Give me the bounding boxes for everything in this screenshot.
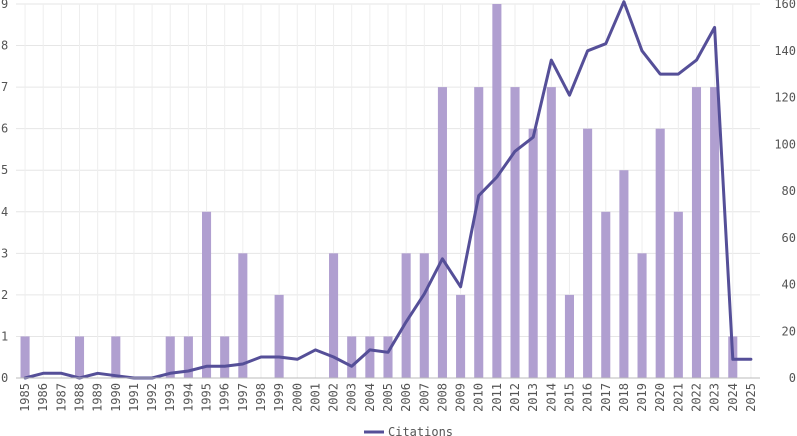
x-tick-label: 1987: [54, 383, 68, 412]
y-left-tick-label: 7: [1, 80, 8, 94]
y-right-tick-label: 160: [774, 0, 796, 11]
bar-2006: [401, 253, 411, 378]
y-left-tick-label: 6: [1, 122, 8, 136]
bar-2020: [655, 128, 665, 378]
bar-2023: [710, 87, 720, 378]
x-tick-label: 2008: [435, 383, 449, 412]
bar-2011: [492, 4, 502, 378]
y-right-tick-label: 100: [774, 137, 796, 151]
bar-2012: [510, 87, 520, 378]
x-tick-label: 1991: [127, 383, 141, 412]
bar-2013: [528, 128, 538, 378]
y-right-tick-label: 20: [782, 324, 796, 338]
y-left-tick-label: 9: [1, 0, 8, 11]
bar-1993: [165, 336, 175, 378]
x-tick-label: 2021: [671, 383, 685, 412]
y-right-tick-label: 80: [782, 184, 796, 198]
x-tick-label: 2003: [345, 383, 359, 412]
x-tick-label: 2016: [581, 383, 595, 412]
x-tick-label: 2019: [635, 383, 649, 412]
x-tick-label: 2020: [653, 383, 667, 412]
x-tick-label: 2004: [363, 383, 377, 412]
bar-1999: [274, 294, 284, 378]
x-tick-label: 2005: [381, 383, 395, 412]
x-tick-label: 2011: [490, 383, 504, 412]
bar-2005: [383, 336, 393, 378]
x-tick-label: 1988: [73, 383, 87, 412]
x-tick-label: 2007: [417, 383, 431, 412]
bar-2022: [691, 87, 702, 378]
bar-2014: [546, 87, 556, 378]
x-tick-label: 2024: [726, 383, 740, 412]
x-tick-label: 2025: [744, 383, 758, 412]
bar-1985: [20, 336, 30, 378]
bar-1988: [74, 336, 85, 378]
x-tick-label: 1997: [236, 383, 250, 412]
x-tick-label: 2023: [708, 383, 722, 412]
x-tick-label: 2015: [562, 383, 576, 412]
x-tick-label: 1992: [145, 383, 159, 412]
bar-1995: [202, 211, 212, 378]
x-tick-label: 1998: [254, 383, 268, 412]
x-tick-label: 1999: [272, 383, 286, 412]
y-left-tick-label: 2: [1, 288, 8, 302]
x-tick-label: 1995: [200, 383, 214, 412]
bar-2010: [474, 87, 484, 378]
bar-2019: [637, 253, 647, 378]
x-tick-label: 2012: [508, 383, 522, 412]
x-tick-label: 1986: [36, 383, 50, 412]
x-tick-label: 2017: [599, 383, 613, 412]
x-tick-label: 2013: [526, 383, 540, 412]
bar-2015: [564, 294, 574, 378]
bar-1994: [183, 336, 193, 378]
y-left-tick-label: 5: [1, 163, 8, 177]
y-right-tick-label: 60: [782, 231, 796, 245]
bar-2018: [619, 170, 629, 378]
y-left-tick-label: 4: [1, 205, 8, 219]
x-tick-label: 2006: [399, 383, 413, 412]
x-tick-label: 2018: [617, 383, 631, 412]
x-tick-label: 2010: [472, 383, 486, 412]
x-tick-label: 2001: [308, 383, 322, 412]
y-right-tick-label: 140: [774, 44, 796, 58]
bar-1997: [238, 253, 248, 378]
bar-2002: [329, 253, 339, 378]
y-left-tick-label: 3: [1, 246, 8, 260]
axes: 0 1 2 3 4 5 6 7 8 9 0 20 40 60 80 100 120 140 160 1985 1986 1…: [1, 0, 796, 412]
bar-series-publications: [20, 4, 738, 378]
x-tick-label: 2002: [327, 383, 341, 412]
bar-2007: [419, 253, 429, 378]
bar-2016: [583, 128, 593, 378]
y-left-tick-label: 0: [1, 371, 8, 385]
y-left-tick-label: 1: [1, 329, 8, 343]
x-tick-label: 1985: [18, 383, 32, 412]
x-tick-label: 2009: [454, 383, 468, 412]
bar-2017: [601, 211, 611, 378]
x-tick-label: 1993: [163, 383, 177, 412]
x-tick-label: 2014: [544, 383, 558, 412]
bar-2003: [347, 336, 357, 378]
y-right-tick-label: 120: [774, 91, 796, 105]
y-right-tick-label: 40: [782, 278, 796, 292]
bar-1996: [220, 336, 230, 378]
legend: Citations: [364, 425, 453, 436]
y-left-tick-label: 8: [1, 39, 8, 53]
bar-2021: [673, 211, 683, 378]
bar-1990: [111, 336, 121, 378]
x-tick-label: 1989: [91, 383, 105, 412]
x-tick-label: 2000: [290, 383, 304, 412]
x-tick-label: 2022: [689, 383, 703, 412]
y-right-tick-label: 0: [789, 371, 796, 385]
x-tick-label: 1994: [181, 383, 195, 412]
x-tick-label: 1990: [109, 383, 123, 412]
bar-2009: [456, 294, 466, 378]
x-tick-label: 1996: [218, 383, 232, 412]
bar-2008: [437, 87, 447, 378]
bar-2004: [365, 336, 375, 378]
legend-label-citations: Citations: [388, 425, 453, 436]
